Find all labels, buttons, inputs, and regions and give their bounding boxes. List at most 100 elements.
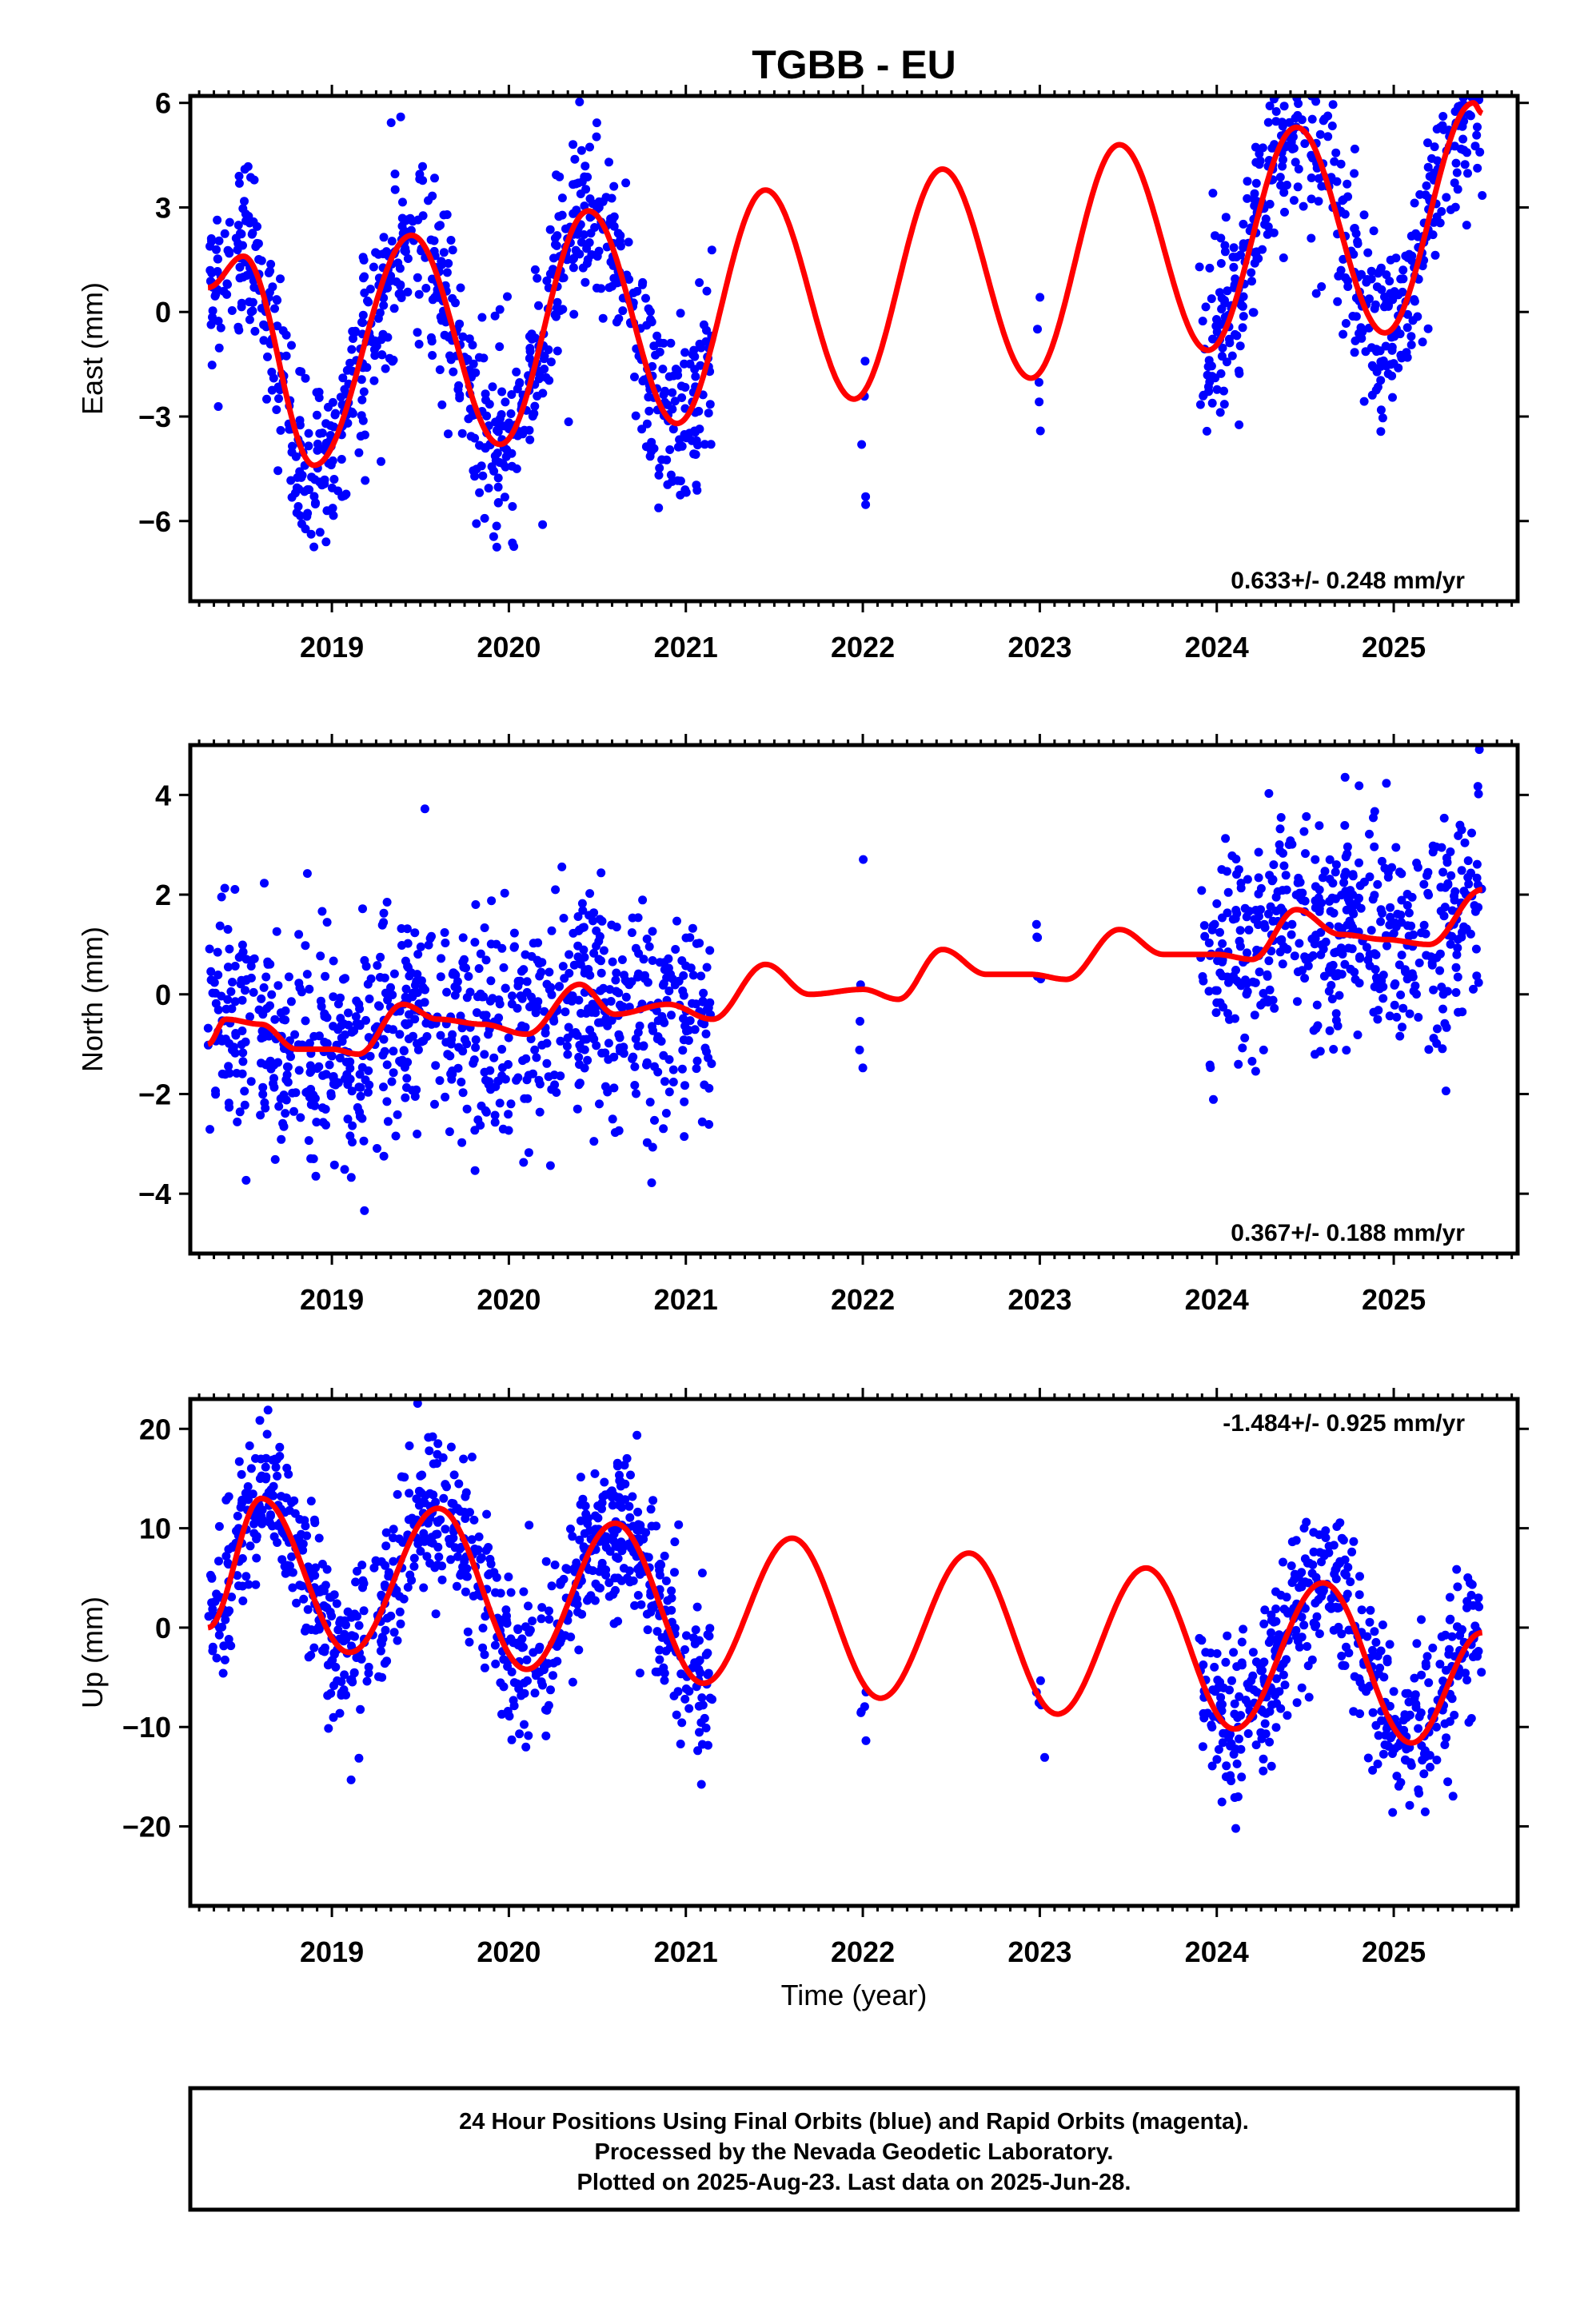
data-point (241, 216, 250, 225)
data-point (1279, 848, 1287, 858)
data-point (680, 1645, 689, 1654)
data-point (565, 950, 574, 959)
data-point (412, 1085, 421, 1094)
data-point (1423, 162, 1433, 172)
data-point (655, 338, 664, 348)
data-point (446, 1039, 456, 1049)
data-point (230, 885, 240, 894)
data-point (474, 353, 484, 362)
data-point (1454, 1671, 1462, 1680)
data-point (1373, 1760, 1382, 1768)
data-point (1439, 76, 1448, 85)
data-point (692, 1056, 702, 1066)
data-point (291, 452, 301, 461)
data-point (320, 1009, 329, 1018)
data-point (208, 306, 217, 316)
data-point (500, 888, 509, 898)
data-point (705, 946, 715, 955)
data-point (1393, 909, 1402, 919)
data-point (1464, 879, 1474, 889)
data-point (1214, 1744, 1223, 1754)
data-point (257, 994, 266, 1003)
data-point (1341, 890, 1351, 899)
data-point (1419, 1749, 1429, 1759)
data-point (1277, 118, 1287, 127)
data-point (520, 1720, 529, 1729)
data-point (1307, 233, 1316, 243)
data-point (1414, 1013, 1423, 1022)
data-point (1402, 323, 1412, 333)
data-point (1212, 385, 1222, 394)
data-point (517, 967, 526, 976)
data-point (1296, 70, 1305, 78)
data-point (246, 1077, 256, 1086)
data-point (417, 1470, 427, 1480)
data-point (274, 394, 283, 404)
data-point (1217, 1797, 1227, 1807)
data-point (661, 1109, 671, 1118)
data-point (1233, 1792, 1243, 1801)
data-point (1279, 1670, 1288, 1680)
data-point (496, 1589, 505, 1598)
data-point (1287, 1578, 1297, 1588)
data-point (1207, 1720, 1216, 1730)
data-point (1438, 1044, 1447, 1054)
data-point (1405, 1800, 1414, 1810)
data-point (311, 1171, 321, 1181)
data-point (248, 306, 257, 316)
data-point (1450, 202, 1460, 212)
data-point (1235, 420, 1244, 429)
data-point (1260, 1719, 1270, 1728)
data-point (641, 442, 651, 452)
data-point (1303, 50, 1312, 59)
data-point (294, 930, 304, 939)
data-point (358, 416, 368, 425)
data-point (379, 293, 389, 303)
data-point (1371, 1637, 1381, 1647)
data-point (1438, 1004, 1447, 1014)
data-point (362, 363, 372, 373)
data-point (1229, 1648, 1239, 1657)
data-point (596, 868, 606, 878)
data-point (667, 1011, 676, 1020)
data-point (688, 923, 697, 933)
data-point (424, 1433, 433, 1442)
data-point (704, 1053, 713, 1062)
data-point (1198, 317, 1207, 326)
data-point (307, 472, 317, 482)
data-point (305, 984, 314, 994)
data-point (1209, 1094, 1218, 1104)
data-point (446, 1555, 456, 1565)
data-point (617, 1546, 627, 1556)
data-point (1382, 361, 1391, 371)
data-point (681, 433, 691, 443)
data-point (258, 1516, 268, 1525)
data-point (382, 283, 392, 293)
data-point (294, 979, 304, 988)
data-point (597, 1048, 607, 1058)
data-point (260, 1098, 269, 1107)
data-point (676, 1740, 685, 1748)
data-point (1439, 813, 1449, 823)
data-point (1218, 913, 1227, 923)
data-point (642, 419, 652, 429)
data-point (1363, 1753, 1373, 1763)
data-point (1249, 308, 1259, 317)
data-point (572, 205, 581, 215)
data-point (589, 1034, 599, 1044)
data-point (581, 1009, 591, 1018)
data-point (1458, 1007, 1467, 1017)
data-point (533, 392, 542, 401)
data-point (1217, 304, 1227, 313)
data-point (1266, 1635, 1275, 1644)
data-point (409, 1553, 419, 1563)
y-tick-label: 20 (139, 1413, 171, 1445)
data-point (1226, 1729, 1235, 1739)
data-point (1365, 1617, 1375, 1627)
data-point (647, 1178, 656, 1187)
data-point (1200, 931, 1210, 941)
data-point (272, 405, 281, 414)
data-point (208, 313, 217, 322)
data-point (298, 1545, 308, 1555)
data-point (238, 1048, 248, 1058)
